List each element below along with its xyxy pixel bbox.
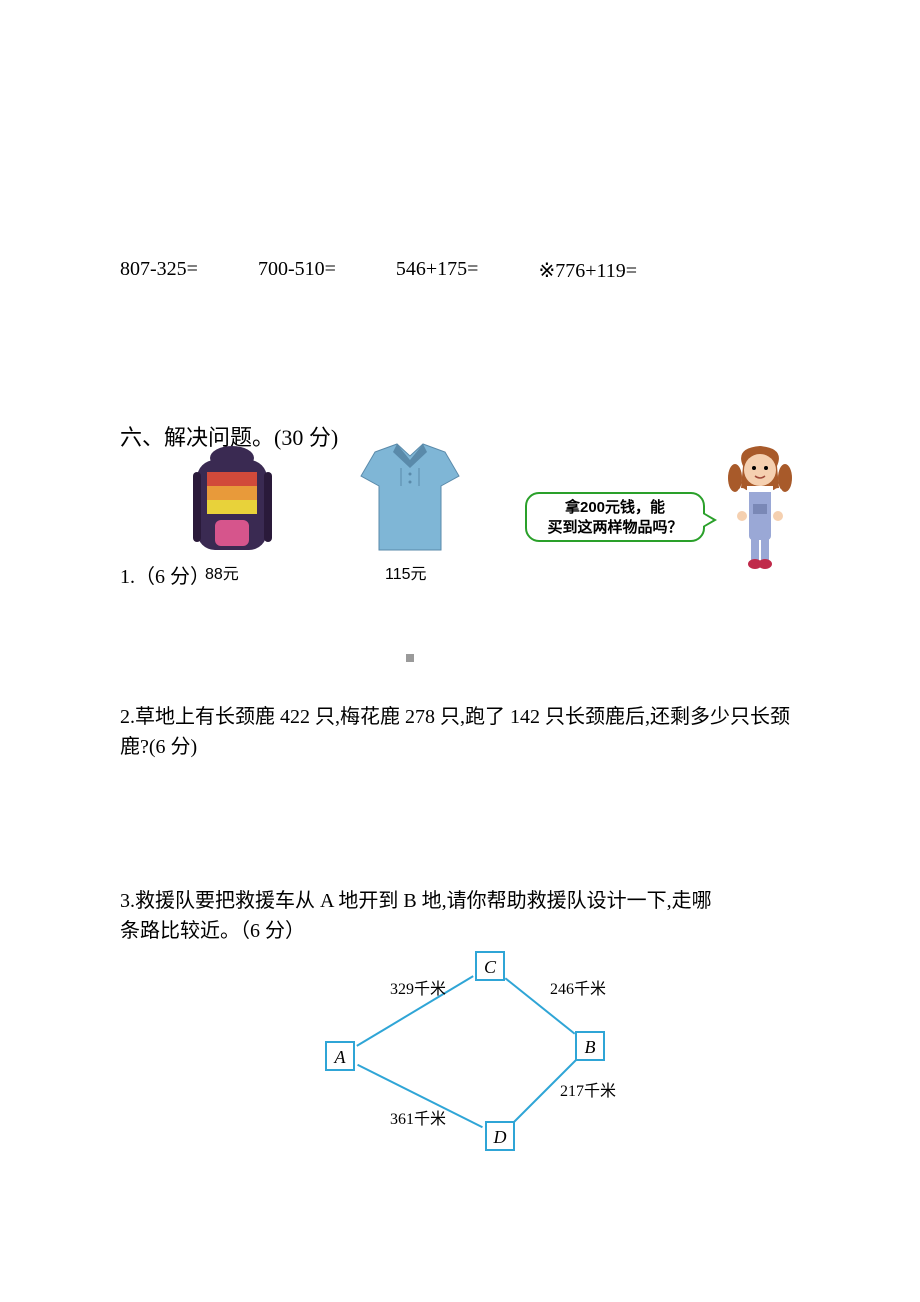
- q1-figure-row: 88元 115元 拿200元钱，能 买到这两样物品吗？: [185, 442, 845, 582]
- svg-text:A: A: [334, 1047, 347, 1067]
- q1-prefix: 1.（6 分）: [120, 560, 210, 589]
- q3-line-2: 条路比较近。（6 分）: [120, 920, 305, 942]
- girl-icon: [725, 442, 795, 572]
- q3-line-1: 3.救援队要把救援车从 A 地开到 B 地,请你帮助救援队设计一下,走哪: [120, 890, 712, 912]
- svg-text:361千米: 361千米: [390, 1110, 446, 1128]
- question-2: 2.草地上有长颈鹿 422 只,梅花鹿 278 只,跑了 142 只长颈鹿后,还…: [120, 702, 800, 762]
- shirt-icon: [355, 442, 465, 557]
- svg-text:B: B: [585, 1037, 596, 1057]
- equation-1: 807-325=: [120, 258, 198, 283]
- svg-text:D: D: [493, 1127, 507, 1147]
- backpack-price-label: 88元: [205, 560, 239, 584]
- backpack-icon: [185, 442, 280, 557]
- svg-text:329千米: 329千米: [390, 980, 446, 998]
- bubble-line-2: 买到这两样物品吗？: [535, 518, 695, 538]
- equation-row: 807-325= 700-510= 546+175= ※776+119=: [120, 258, 800, 283]
- question-3: 3.救援队要把救援车从 A 地开到 B 地,请你帮助救援队设计一下,走哪 条路比…: [120, 886, 800, 946]
- svg-text:217千米: 217千米: [560, 1082, 616, 1100]
- equation-4: ※776+119=: [538, 258, 637, 283]
- route-graph-svg: 329千米 246千米 361千米 217千米 A B C D: [300, 946, 640, 1156]
- svg-text:C: C: [484, 957, 497, 977]
- route-graph: 329千米 246千米 361千米 217千米 A B C D: [300, 946, 640, 1156]
- worksheet-page: 807-325= 700-510= 546+175= ※776+119= 六、解…: [0, 0, 920, 1302]
- equation-3: 546+175=: [396, 258, 479, 283]
- bubble-line-1: 拿200元钱，能: [535, 498, 695, 518]
- svg-text:246千米: 246千米: [550, 980, 606, 998]
- equation-2: 700-510=: [258, 258, 336, 283]
- speech-bubble: 拿200元钱，能 买到这两样物品吗？: [525, 492, 705, 542]
- shirt-price-label: 115元: [385, 560, 427, 584]
- decorative-square: [406, 654, 414, 662]
